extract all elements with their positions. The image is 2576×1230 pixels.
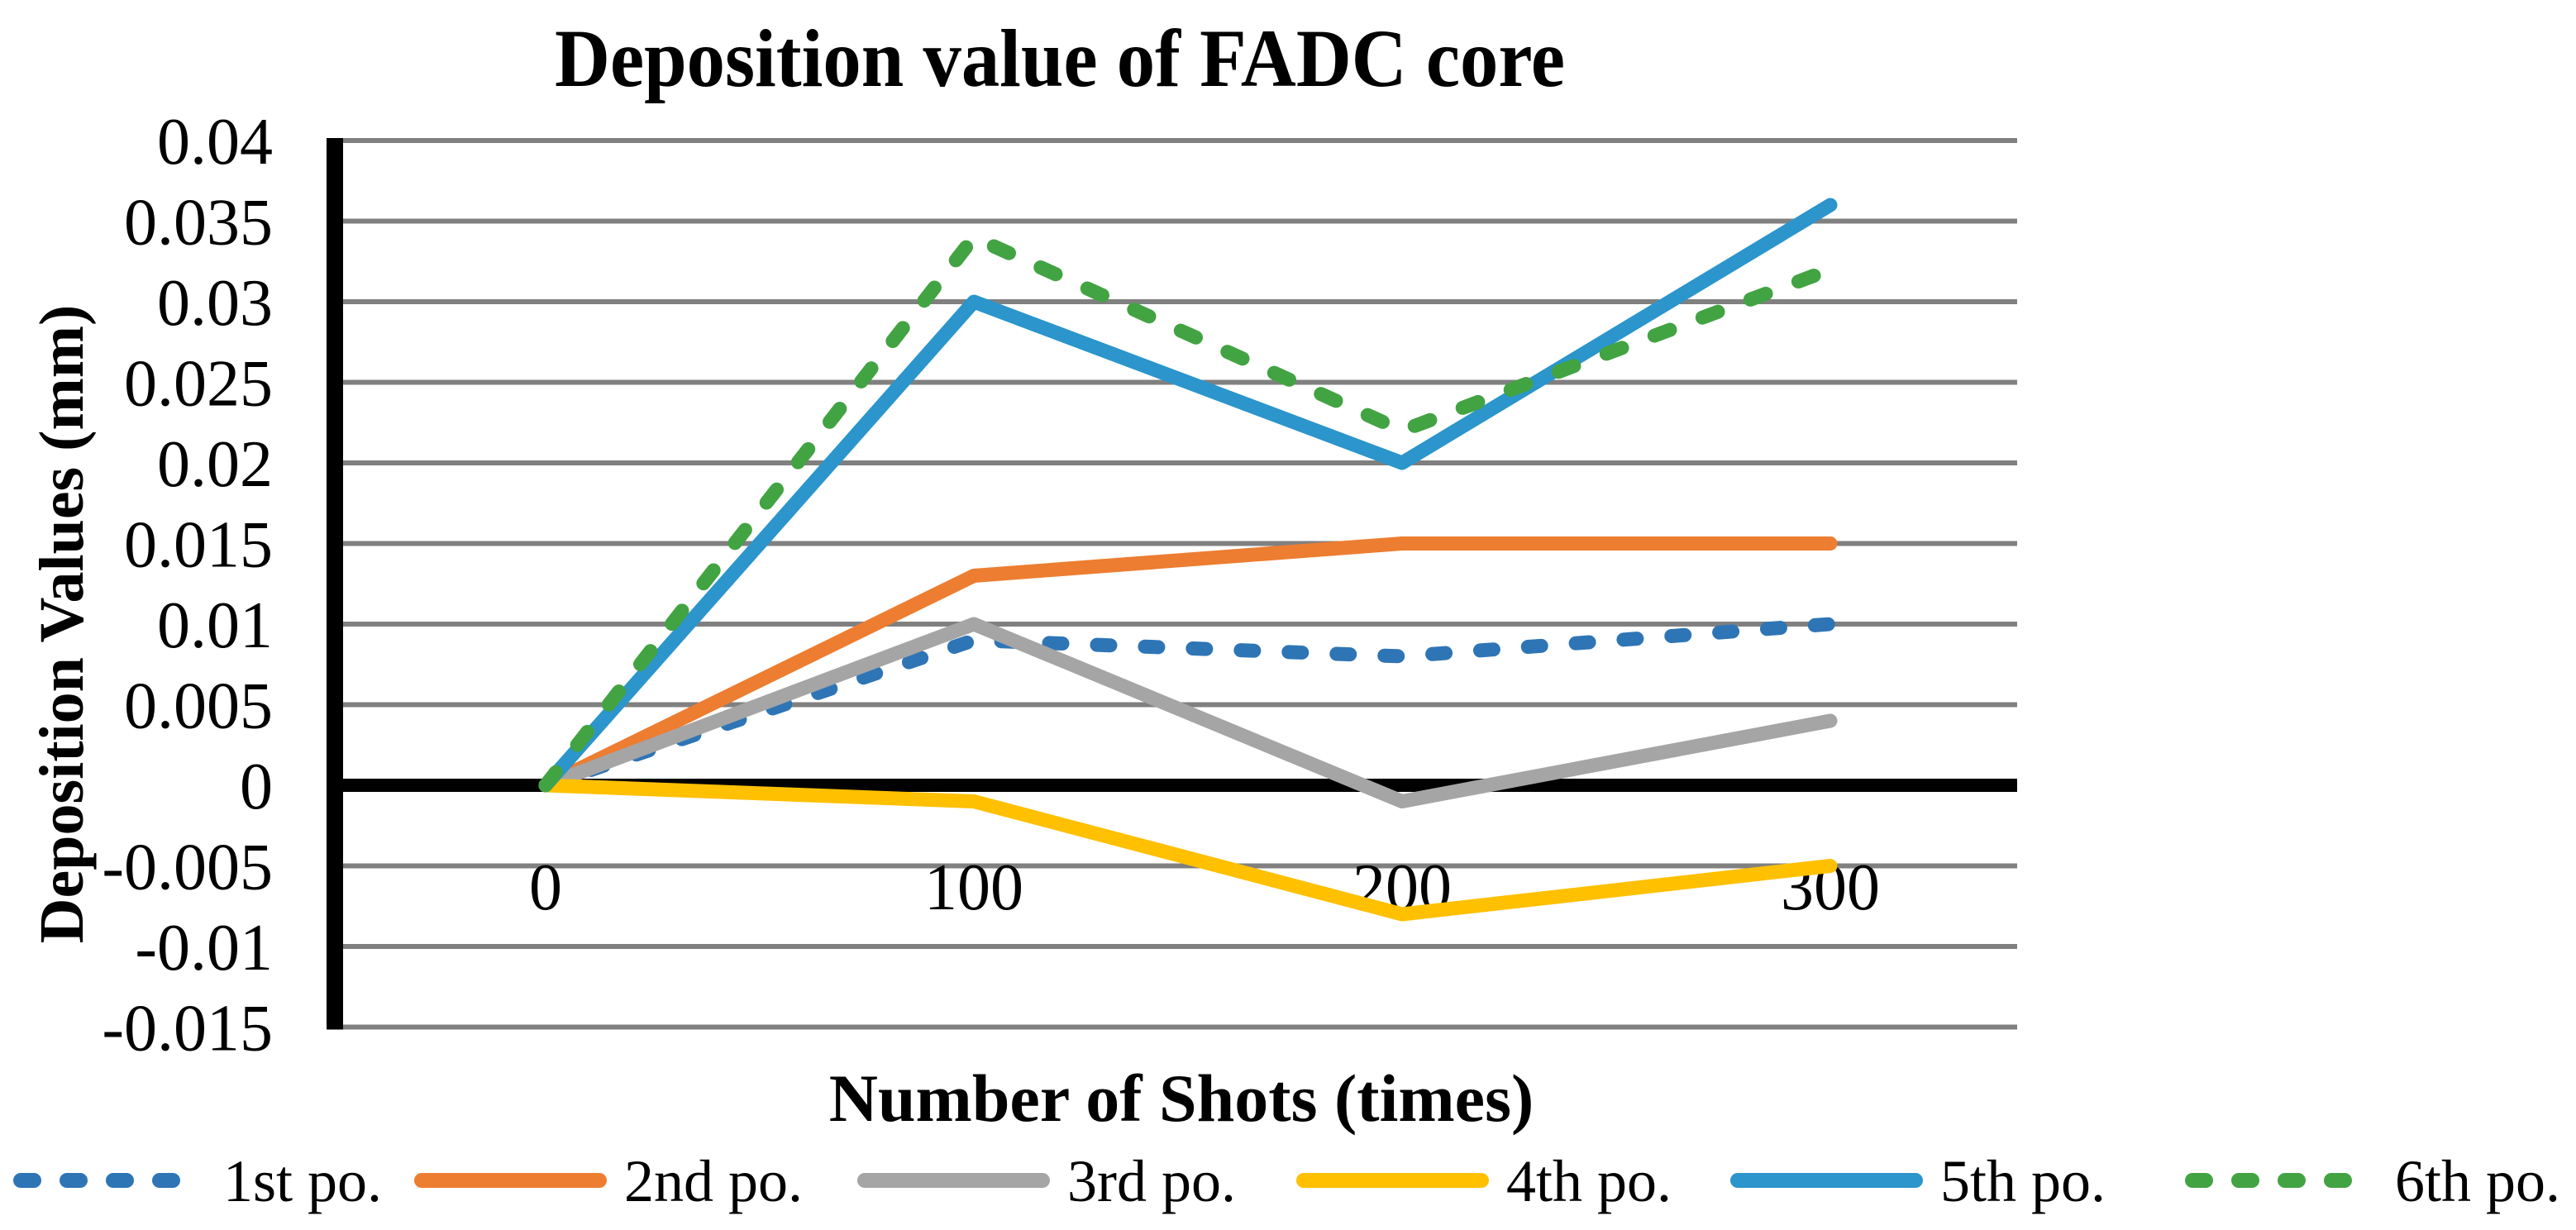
gridlines (335, 138, 2017, 1030)
legend-label: 3rd po. (1067, 1148, 1236, 1214)
series-lines (538, 198, 1838, 922)
chart-title: Deposition value of FADC core (555, 12, 1565, 104)
legend-label: 6th po. (2395, 1148, 2560, 1214)
legend-label: 5th po. (1940, 1148, 2106, 1214)
legend-item-1st-po: 1st po. (13, 1148, 382, 1214)
series-line-6th-po (538, 230, 1838, 793)
legend-label: 2nd po. (624, 1148, 803, 1214)
legend-item-6th-po: 6th po. (2185, 1148, 2560, 1214)
legend-label: 1st po. (223, 1148, 382, 1214)
y-axis-tick-label: 0.01 (157, 589, 273, 662)
series-line-1st-po (538, 617, 1838, 793)
axes (327, 138, 2017, 1030)
series-line-3rd-po (538, 617, 1838, 808)
y-axis-tick-label: 0.015 (124, 509, 273, 582)
y-axis-tick-label: 0.03 (157, 267, 273, 340)
legend-item-4th-po: 4th po. (1296, 1148, 1672, 1214)
y-axis-tick-label: 0 (240, 751, 273, 823)
x-axis-tick-label: 100 (924, 851, 1023, 924)
y-axis-tick-label: -0.005 (102, 832, 273, 904)
legend: 1st po. 2nd po. 3rd po. 4th po. 5th po. 6th p… (13, 1148, 2560, 1214)
y-axis-tick-label: 0.02 (157, 428, 273, 501)
y-axis-tick-label: 0.025 (124, 348, 273, 421)
series-line-4th-po (538, 778, 1838, 922)
y-axis-tick-label: 0.04 (157, 106, 273, 179)
y-axis-tick-label: 0.035 (124, 187, 273, 260)
legend-item-2nd-po: 2nd po. (414, 1148, 803, 1214)
series-line-2nd-po (538, 536, 1838, 793)
y-axis-tick-label: 0.005 (124, 670, 273, 743)
legend-item-3rd-po: 3rd po. (857, 1148, 1236, 1214)
y-axis-tick-label: -0.015 (102, 993, 273, 1066)
x-axis-title: Number of Shots (times) (829, 1061, 1534, 1136)
legend-label: 4th po. (1506, 1148, 1672, 1214)
y-axis-tick-label: -0.01 (135, 912, 273, 984)
series-line-5th-po (538, 198, 1838, 793)
y-axis-title: Deposition Values (mm) (27, 305, 97, 944)
legend-item-5th-po: 5th po. (1730, 1148, 2106, 1214)
x-axis-tick-label: 0 (529, 851, 562, 924)
